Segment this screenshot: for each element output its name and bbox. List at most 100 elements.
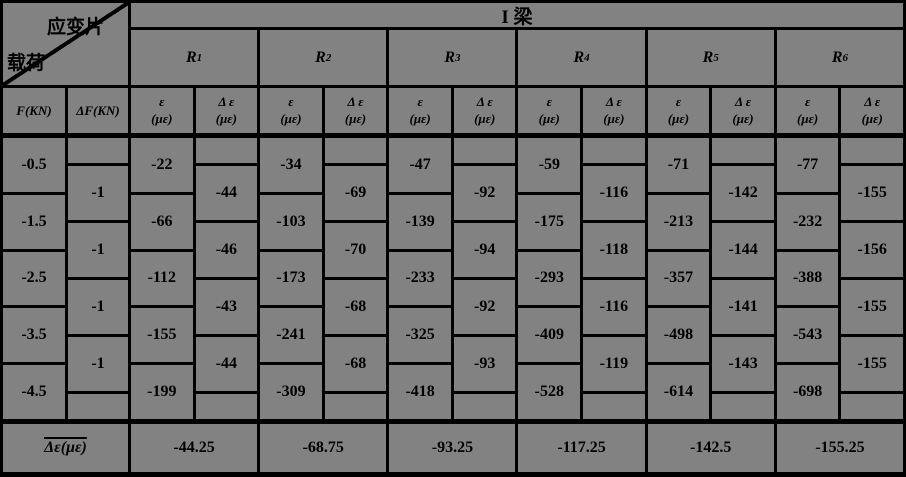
deps-r4-spacer — [583, 393, 645, 419]
deps-unit: (με) — [215, 110, 237, 126]
delta-load-value: -1 — [68, 166, 128, 221]
deps-r1-spacer — [195, 393, 258, 419]
delta-load-value: -1 — [68, 336, 128, 391]
deps-r3-spacer — [453, 393, 516, 419]
eps-r6-value: -232 — [776, 194, 839, 249]
deps-header-r2: Δ ε (με) — [324, 88, 387, 135]
deps-r1-value: -44 — [195, 166, 258, 221]
deps-r4-value: -116 — [583, 166, 645, 221]
eps-unit: (με) — [151, 110, 173, 126]
deps-r2-spacer — [324, 393, 387, 419]
corner-label-strain-gauge: 应变片 — [47, 17, 105, 38]
deps-r3-value: -92 — [453, 166, 516, 221]
deps-r3-value: -93 — [453, 336, 516, 391]
eps-symbol: ε — [546, 93, 552, 109]
deps-r4-value: -119 — [583, 336, 645, 391]
deps-r5-value: -144 — [712, 223, 774, 277]
gauge-r2-base: R — [315, 48, 326, 66]
delta-load-spacer — [68, 393, 128, 419]
eps-r3-value: -325 — [389, 308, 451, 363]
eps-header-r5: ε (με) — [647, 88, 710, 135]
deps-r2-value: -68 — [324, 336, 387, 391]
delta-load-value: -1 — [68, 223, 128, 277]
eps-header-r4: ε (με) — [518, 88, 581, 135]
average-r3: -93.25 — [389, 421, 516, 472]
eps-unit: (με) — [797, 110, 819, 126]
deps-r3-value: -94 — [453, 223, 516, 277]
eps-r3-value: -139 — [389, 194, 451, 249]
eps-r6-value: -698 — [776, 365, 839, 419]
delta-load-value: -1 — [68, 279, 128, 334]
eps-header-r1: ε (με) — [131, 88, 193, 135]
average-row-label: Δε(με) — [3, 421, 128, 472]
delta-load-column-header: ΔF(KN) — [68, 88, 128, 135]
deps-unit: (με) — [474, 110, 496, 126]
eps-r5-value: -357 — [647, 251, 710, 306]
eps-header-r6: ε (με) — [776, 88, 839, 135]
beam-header: I 梁 — [131, 3, 903, 27]
deps-r5-spacer — [712, 393, 774, 419]
deps-r4-spacer — [583, 138, 645, 164]
load-value: -2.5 — [3, 251, 65, 306]
deps-r4-value: -116 — [583, 279, 645, 334]
deps-r6-spacer — [841, 138, 903, 164]
eps-r5-value: -71 — [647, 138, 710, 192]
eps-r5-value: -614 — [647, 365, 710, 419]
eps-r6-value: -388 — [776, 251, 839, 306]
load-value: -3.5 — [3, 308, 65, 363]
deps-r1-value: -44 — [195, 336, 258, 391]
load-value: -4.5 — [3, 365, 65, 419]
eps-r4-value: -409 — [518, 308, 581, 363]
load-value: -1.5 — [3, 194, 65, 249]
eps-r2-value: -103 — [260, 194, 322, 249]
deps-r5-value: -141 — [712, 279, 774, 334]
gauge-r4-base: R — [573, 48, 585, 66]
eps-r4-value: -175 — [518, 194, 581, 249]
eps-r1-value: -66 — [131, 194, 193, 249]
deps-header-r6: Δ ε (με) — [841, 88, 903, 135]
deps-symbol: Δ ε — [347, 93, 364, 109]
eps-unit: (με) — [667, 110, 690, 126]
eps-symbol: ε — [804, 93, 811, 109]
eps-r2-value: -173 — [260, 251, 322, 306]
eps-symbol: ε — [417, 93, 423, 109]
deps-r1-value: -46 — [195, 223, 258, 277]
eps-symbol: ε — [288, 93, 294, 109]
eps-r3-value: -47 — [389, 138, 451, 192]
deps-r1-value: -43 — [195, 279, 258, 334]
eps-r3-value: -418 — [389, 365, 451, 419]
eps-r2-value: -34 — [260, 138, 322, 192]
deps-symbol: Δ ε — [735, 93, 752, 109]
eps-r5-value: -498 — [647, 308, 710, 363]
deps-r6-value: -155 — [841, 166, 903, 221]
eps-r4-value: -59 — [518, 138, 581, 192]
deps-r6-spacer — [841, 393, 903, 419]
eps-r1-value: -199 — [131, 365, 193, 419]
deps-header-r3: Δ ε (με) — [453, 88, 516, 135]
gauge-r5-base: R — [702, 48, 714, 66]
load-value: -0.5 — [3, 138, 65, 192]
eps-unit: (με) — [409, 110, 431, 126]
deps-unit: (με) — [344, 110, 367, 126]
deps-header-r5: Δ ε (με) — [712, 88, 774, 135]
eps-r4-value: -528 — [518, 365, 581, 419]
deps-r2-spacer — [324, 138, 387, 164]
eps-r5-value: -213 — [647, 194, 710, 249]
eps-r3-value: -233 — [389, 251, 451, 306]
average-r5: -142.5 — [647, 421, 774, 472]
corner-diagonal-cell: 应变片 载荷 — [3, 3, 128, 85]
deps-symbol: Δ ε — [605, 93, 622, 109]
deps-header-r4: Δ ε (με) — [583, 88, 645, 135]
eps-unit: (με) — [280, 110, 302, 126]
deps-r2-value: -70 — [324, 223, 387, 277]
deps-unit: (με) — [732, 110, 754, 126]
gauge-r6-base: R — [831, 48, 843, 66]
average-r4: -117.25 — [518, 421, 645, 472]
average-r1: -44.25 — [131, 421, 258, 472]
eps-symbol: ε — [675, 93, 682, 109]
deps-r5-value: -142 — [712, 166, 774, 221]
